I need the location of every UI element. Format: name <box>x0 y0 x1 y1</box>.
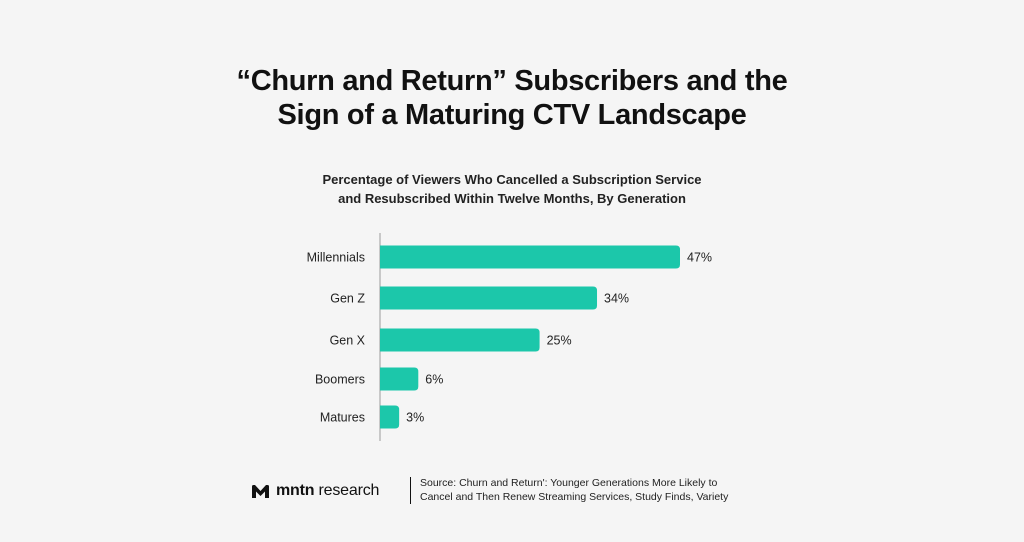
bar <box>380 405 400 429</box>
bar <box>380 367 419 391</box>
category-label: Boomers <box>315 373 365 387</box>
source-note: Source: Churn and Return': Younger Gener… <box>420 476 728 504</box>
footer-divider <box>410 477 411 504</box>
category-label: Gen Z <box>330 292 365 306</box>
chart-title-line-2: and Resubscribed Within Twelve Months, B… <box>338 191 686 206</box>
category-label: Millennials <box>307 251 365 265</box>
page-title-line-2: Sign of a Maturing CTV Landscape <box>277 99 747 131</box>
source-line-1: Source: Churn and Return': Younger Gener… <box>420 477 718 489</box>
footer: mntn research Source: Churn and Return':… <box>0 474 1024 506</box>
brand-logo: mntn research <box>252 481 379 501</box>
source-line-2: Cancel and Then Renew Streaming Services… <box>420 491 729 503</box>
brand-name: mntn research <box>276 482 379 500</box>
value-label: 3% <box>406 411 424 425</box>
bar <box>380 245 680 269</box>
bar <box>380 328 540 352</box>
value-label: 25% <box>547 334 572 348</box>
brand-name-rest: research <box>314 482 380 499</box>
category-label: Gen X <box>330 334 366 348</box>
mntn-m-icon <box>252 484 269 498</box>
chart-title-line-1: Percentage of Viewers Who Cancelled a Su… <box>322 172 702 187</box>
page-title: “Churn and Return” Subscribers and the S… <box>0 64 1024 132</box>
category-label: Matures <box>320 411 365 425</box>
brand-name-bold: mntn <box>276 482 315 499</box>
value-label: 47% <box>687 251 712 265</box>
bar <box>380 286 598 310</box>
chart-title: Percentage of Viewers Who Cancelled a Su… <box>0 170 1024 208</box>
value-label: 34% <box>604 292 629 306</box>
page-title-line-1: “Churn and Return” Subscribers and the <box>236 65 788 97</box>
value-label: 6% <box>425 373 443 387</box>
